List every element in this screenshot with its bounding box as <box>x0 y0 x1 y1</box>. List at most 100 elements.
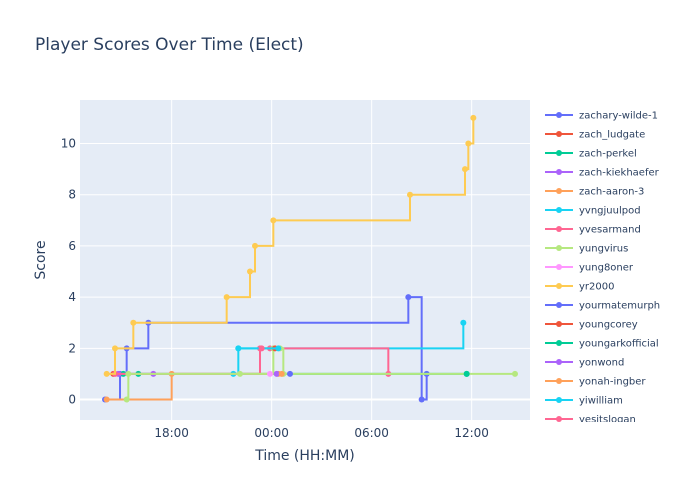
data-point[interactable] <box>278 370 285 377</box>
legend-label: zach-perkel <box>579 149 637 160</box>
data-point[interactable] <box>223 294 230 301</box>
legend-item[interactable]: zach-perkel <box>545 149 637 160</box>
data-point[interactable] <box>407 191 413 198</box>
legend-item[interactable]: yung8oner <box>545 263 634 274</box>
legend-item[interactable]: zach_ludgate <box>545 130 645 141</box>
legend-marker <box>556 226 562 232</box>
legend-item[interactable]: yvesarmand <box>545 225 641 236</box>
series-yung8oner <box>267 370 273 377</box>
data-point[interactable] <box>112 345 118 352</box>
series-yonah-ingber <box>278 370 285 377</box>
legend-label: yvngjuulpod <box>579 206 641 217</box>
series-line <box>126 347 515 401</box>
y-tick-label: 2 <box>68 341 76 355</box>
data-point[interactable] <box>103 370 110 377</box>
legend-item[interactable]: yungvirus <box>545 244 628 255</box>
legend-label: yungvirus <box>579 244 628 255</box>
x-tick-label: 12:00 <box>454 426 489 440</box>
data-point[interactable] <box>258 345 265 352</box>
legend-item[interactable]: zach-kiekhaefer <box>545 168 660 179</box>
legend-label: youngarkofficial <box>579 339 659 350</box>
legend-label: yesitslogan <box>579 415 636 426</box>
legend-marker <box>556 169 562 175</box>
chart-title: Player Scores Over Time (Elect) <box>35 35 304 55</box>
data-point[interactable] <box>463 370 470 377</box>
series-youngarkofficial <box>463 370 470 377</box>
data-point[interactable] <box>237 370 243 377</box>
x-axis-label: Time (HH:MM) <box>254 448 355 464</box>
data-point[interactable] <box>275 345 282 352</box>
legend-marker <box>556 302 562 308</box>
legend-marker <box>556 416 562 422</box>
series-yr2000 <box>103 114 477 377</box>
y-tick-label: 8 <box>68 188 76 202</box>
legend-marker <box>556 150 562 156</box>
data-point[interactable] <box>247 268 253 275</box>
legend-label: yung8oner <box>579 263 634 274</box>
data-point[interactable] <box>465 140 472 147</box>
data-point[interactable] <box>460 319 467 326</box>
legend-marker <box>556 264 562 270</box>
legend-marker <box>556 359 562 365</box>
legend-marker <box>556 131 562 137</box>
data-point[interactable] <box>130 319 137 326</box>
x-tick-label: 18:00 <box>154 426 189 440</box>
plot-area <box>80 100 530 420</box>
legend-label: yourmatemurph <box>579 301 660 312</box>
legend-item[interactable]: yr2000 <box>545 282 614 293</box>
x-gridlines <box>171 100 473 420</box>
series-yesitslogan <box>258 345 265 352</box>
data-point[interactable] <box>470 114 477 121</box>
data-point[interactable] <box>270 217 277 224</box>
legend-item[interactable]: yourmatemurph <box>545 301 660 312</box>
legend-item[interactable]: youngcorey <box>545 320 638 331</box>
legend-item[interactable]: yonwond <box>545 358 624 369</box>
legend[interactable]: zachary-wilde-1 zach_ludgate zach-perkel za… <box>545 111 660 426</box>
data-point[interactable] <box>125 370 132 377</box>
data-point[interactable] <box>252 242 258 249</box>
x-tick-label: 06:00 <box>354 426 389 440</box>
legend-item[interactable]: yonah-ingber <box>545 377 646 388</box>
legend-marker <box>556 321 562 327</box>
legend-item[interactable]: yvngjuulpod <box>545 206 641 217</box>
data-point[interactable] <box>512 370 518 377</box>
y-tick-labels: 0 2 4 6 8 10 <box>61 137 76 407</box>
legend-marker <box>556 397 562 403</box>
legend-marker <box>556 283 562 289</box>
data-point[interactable] <box>462 166 468 173</box>
y-tick-label: 0 <box>68 393 76 407</box>
legend-item[interactable]: youngarkofficial <box>545 339 659 350</box>
data-point[interactable] <box>405 294 412 301</box>
legend-item[interactable]: zachary-wilde-1 <box>545 111 658 122</box>
series-layer <box>102 114 518 403</box>
legend-marker <box>556 340 562 346</box>
legend-marker <box>556 112 562 118</box>
legend-marker <box>556 188 562 194</box>
legend-label: yonah-ingber <box>579 377 646 388</box>
data-point[interactable] <box>273 370 280 377</box>
legend-label: yiwilliam <box>579 396 623 407</box>
data-point[interactable] <box>235 345 242 352</box>
legend-label: yvesarmand <box>579 225 641 236</box>
data-point[interactable] <box>123 396 130 403</box>
legend-marker <box>556 245 562 251</box>
legend-item[interactable]: yiwilliam <box>545 396 623 407</box>
y-axis-label: Score <box>33 240 49 279</box>
legend-item[interactable]: yesitslogan <box>545 415 636 426</box>
legend-label: youngcorey <box>579 320 638 331</box>
legend-item[interactable]: zach-aaron-3 <box>545 187 644 198</box>
legend-label: zachary-wilde-1 <box>579 111 658 122</box>
data-point[interactable] <box>103 396 110 403</box>
data-point[interactable] <box>418 396 425 403</box>
y-tick-label: 4 <box>68 290 76 304</box>
y-tick-label: 10 <box>61 137 76 151</box>
legend-label: zach_ludgate <box>579 130 645 141</box>
legend-marker <box>556 378 562 384</box>
data-point[interactable] <box>287 370 293 377</box>
series-yourmatemurph <box>287 370 293 377</box>
data-point[interactable] <box>267 370 273 377</box>
legend-label: yr2000 <box>579 282 614 293</box>
legend-marker <box>556 207 562 213</box>
x-tick-label: 00:00 <box>254 426 289 440</box>
